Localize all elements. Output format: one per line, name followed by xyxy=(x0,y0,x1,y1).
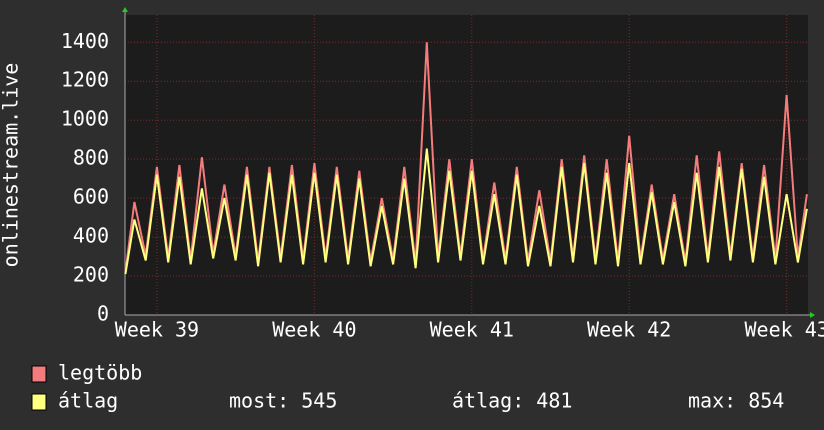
legend-stat: most: 545 xyxy=(229,389,337,413)
x-tick-label: Week 42 xyxy=(587,318,671,342)
x-tick-label: Week 43 xyxy=(744,318,824,342)
axis-arrow xyxy=(810,312,815,318)
y-axis-label: onlinestream.live xyxy=(0,63,23,268)
axis-arrow xyxy=(122,7,128,12)
x-tick-label: Week 40 xyxy=(272,318,356,342)
legend-label: átlag xyxy=(58,389,118,413)
y-tick-label: 400 xyxy=(73,224,109,248)
y-tick-label: 1000 xyxy=(61,107,109,131)
y-tick-label: 0 xyxy=(97,302,109,326)
y-tick-label: 800 xyxy=(73,146,109,170)
y-tick-label: 1200 xyxy=(61,68,109,92)
legend-swatch xyxy=(31,365,47,383)
y-tick-label: 600 xyxy=(73,185,109,209)
y-tick-label: 200 xyxy=(73,263,109,287)
x-tick-label: Week 39 xyxy=(115,318,199,342)
plot-area xyxy=(125,15,808,315)
series-line xyxy=(124,148,808,275)
legend-label: legtöbb xyxy=(58,361,142,385)
y-tick-label: 1400 xyxy=(61,29,109,53)
x-tick-label: Week 41 xyxy=(430,318,514,342)
legend-stat: max: 854 xyxy=(688,389,784,413)
legend-swatch xyxy=(31,393,47,411)
legend-stat: átlag: 481 xyxy=(452,389,572,413)
